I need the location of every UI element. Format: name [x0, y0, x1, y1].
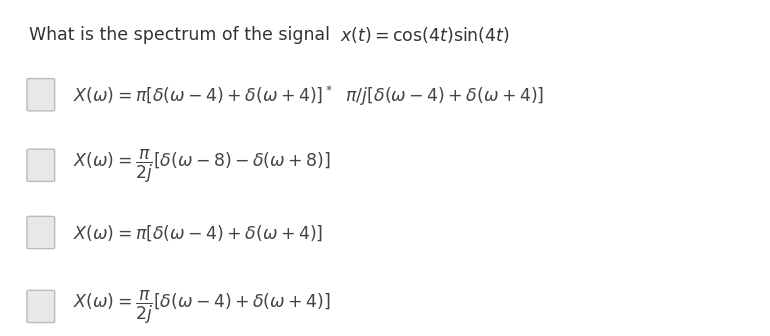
FancyBboxPatch shape	[27, 149, 55, 181]
Text: $X(\omega) = \dfrac{\pi}{2j}[\delta(\omega - 8) - \delta(\omega + 8)]$: $X(\omega) = \dfrac{\pi}{2j}[\delta(\ome…	[73, 148, 331, 185]
Text: $X(\omega) = \pi[\delta(\omega - 4) + \delta(\omega + 4)]^*\ \ \pi/j[\delta(\ome: $X(\omega) = \pi[\delta(\omega - 4) + \d…	[73, 84, 544, 108]
Text: $X(\omega) = \dfrac{\pi}{2j}[\delta(\omega - 4) + \delta(\omega + 4)]$: $X(\omega) = \dfrac{\pi}{2j}[\delta(\ome…	[73, 289, 331, 326]
FancyBboxPatch shape	[27, 290, 55, 323]
Text: $X(\omega) = \pi[\delta(\omega - 4) + \delta(\omega + 4)]$: $X(\omega) = \pi[\delta(\omega - 4) + \d…	[73, 224, 323, 243]
Text: What is the spectrum of the signal: What is the spectrum of the signal	[29, 26, 336, 44]
Text: $x(t) = \cos(4t)\sin(4t)$: $x(t) = \cos(4t)\sin(4t)$	[340, 25, 511, 45]
FancyBboxPatch shape	[27, 216, 55, 249]
FancyBboxPatch shape	[27, 79, 55, 111]
